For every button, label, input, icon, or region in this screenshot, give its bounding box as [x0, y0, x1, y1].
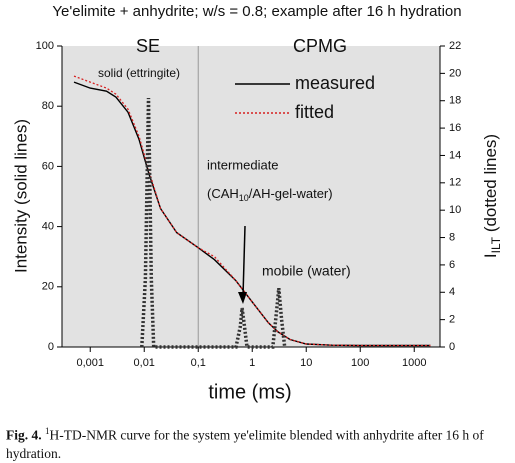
- x-tick-label: 100: [351, 357, 369, 369]
- y2-tick-label: 20: [449, 67, 461, 79]
- plot-area: SE CPMG02040608010002468101214161820220,0…: [36, 36, 462, 369]
- annotation-part: (CAH: [207, 186, 239, 201]
- y2-tick-label: 4: [449, 286, 455, 298]
- y2-tick-label: 14: [449, 149, 461, 161]
- y-tick-label: 100: [36, 40, 54, 52]
- region-label: SE: [136, 36, 160, 56]
- y2-tick-label: 6: [449, 259, 455, 271]
- y2-tick-label: 12: [449, 177, 461, 189]
- series-line: [140, 97, 287, 349]
- chart-title: Ye'elimite + anhydrite; w/s = 0.8; examp…: [52, 3, 461, 20]
- caption: Fig. 4. 1H-TD-NMR curve for the system y…: [6, 422, 511, 463]
- legend-label: fitted: [295, 102, 334, 122]
- y-tick-label: 80: [42, 100, 54, 112]
- y-tick-label: 0: [48, 341, 54, 353]
- y2-tick-label: 8: [449, 231, 455, 243]
- y2-tick-label: 10: [449, 204, 461, 216]
- x-tick-label: 1: [249, 357, 255, 369]
- chart: Ye'elimite + anhydrite; w/s = 0.8; examp…: [11, 3, 503, 403]
- y2-tick-label: 18: [449, 95, 461, 107]
- annotation-part: /AH-gel-water): [249, 186, 333, 201]
- y2-label-rest: (dotted lines): [481, 134, 500, 237]
- arrow-line: [242, 225, 246, 297]
- region-label: CPMG: [293, 36, 347, 56]
- y2-axis-label: IILT (dotted lines): [481, 134, 503, 258]
- x-tick-label: 0,001: [76, 357, 104, 369]
- x-tick-label: 0,01: [134, 357, 155, 369]
- x-axis-label: time (ms): [208, 381, 291, 403]
- y-tick-label: 40: [42, 221, 54, 233]
- y-axis-label: Intensity (solid lines): [11, 119, 30, 273]
- caption-label: Fig. 4.: [6, 427, 42, 443]
- caption-text: H-TD-NMR curve for the system ye'elimite…: [6, 427, 484, 461]
- y-tick-label: 60: [42, 160, 54, 172]
- annotation: intermediate: [207, 157, 279, 172]
- y2-label-main: I: [481, 253, 500, 258]
- x-tick-label: 1000: [402, 357, 426, 369]
- annotation-part: 10: [239, 193, 249, 203]
- caption-sup: 1: [45, 426, 50, 436]
- series-line: [73, 81, 431, 347]
- y2-tick-label: 0: [449, 341, 455, 353]
- x-tick-label: 10: [300, 357, 312, 369]
- y2-tick-label: 16: [449, 122, 461, 134]
- y2-tick-label: 22: [449, 40, 461, 52]
- annotation: (CAH10/AH-gel-water): [207, 186, 333, 203]
- y-tick-label: 20: [42, 281, 54, 293]
- annotation: mobile (water): [262, 263, 351, 279]
- y2-tick-label: 2: [449, 314, 455, 326]
- x-tick-label: 0,1: [191, 357, 206, 369]
- annotation: solid (ettringite): [98, 66, 180, 80]
- series-line: [73, 75, 431, 347]
- legend-label: measured: [295, 73, 375, 93]
- arrow-head: [238, 292, 247, 304]
- y2-label-sub: ILT: [489, 236, 503, 253]
- plot-background: [62, 46, 440, 347]
